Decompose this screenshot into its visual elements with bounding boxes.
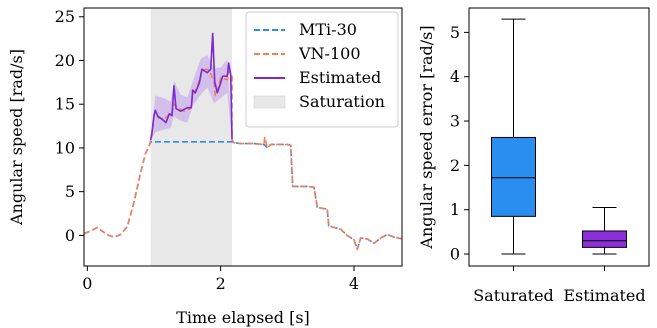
box-y-tick-label: 1 [450,200,460,219]
x-tick-label: 4 [349,274,359,293]
y-tick-label: 25 [55,7,75,26]
box-y-tick-label: 0 [450,245,460,264]
box-plot-frame [468,7,650,267]
box-saturated [491,136,536,217]
box-y-tick-label: 4 [450,67,460,86]
series-line-mti30 [83,141,403,251]
box-y-tick-label: 2 [450,156,460,175]
line-chart: 0 2 4 0 5 10 15 20 25 Time elapsed [s] Angular … [7,7,403,327]
legend-label-saturation: Saturation [299,92,385,111]
box-estimated [582,230,627,248]
series-line-vn100 [83,68,403,251]
series-line-estimated [149,32,233,141]
box-group [491,18,627,255]
x-axis-ticks: 0 2 4 [82,266,359,293]
box-category-label: Saturated [473,286,554,305]
y-axis-label: Angular speed [rad/s] [7,49,26,226]
box-category-label: Estimated [563,286,645,305]
box-y-axis-label: Angular speed error [rad/s] [417,25,436,249]
legend-label-vn100: VN-100 [298,44,361,63]
legend-label-estimated: Estimated [299,68,381,87]
y-tick-label: 15 [55,95,75,114]
x-axis-label: Time elapsed [s] [176,308,310,327]
box-y-axis-ticks: 0 1 2 3 4 5 [450,23,469,264]
box-chart: Saturated Estimated 0 1 2 3 4 5 Angular speed … [417,7,650,305]
y-tick-label: 20 [55,51,75,70]
x-tick-label: 0 [82,274,92,293]
series-group [83,32,403,251]
y-tick-label: 5 [65,182,75,201]
x-tick-label: 2 [216,274,226,293]
box-y-tick-label: 5 [450,23,460,42]
saturation-region [150,8,232,266]
box-x-axis-ticks: Saturated Estimated [473,266,646,305]
legend-label-mti30: MTi-30 [299,20,357,39]
legend-swatch-saturation [253,95,286,109]
line-plot-frame [83,7,403,267]
y-axis-ticks: 0 5 10 15 20 25 [55,7,84,245]
legend: MTi-30 VN-100 Estimated Saturation [245,11,399,128]
box-y-tick-label: 3 [450,112,460,131]
y-tick-label: 10 [55,138,75,157]
y-tick-label: 0 [65,226,75,245]
